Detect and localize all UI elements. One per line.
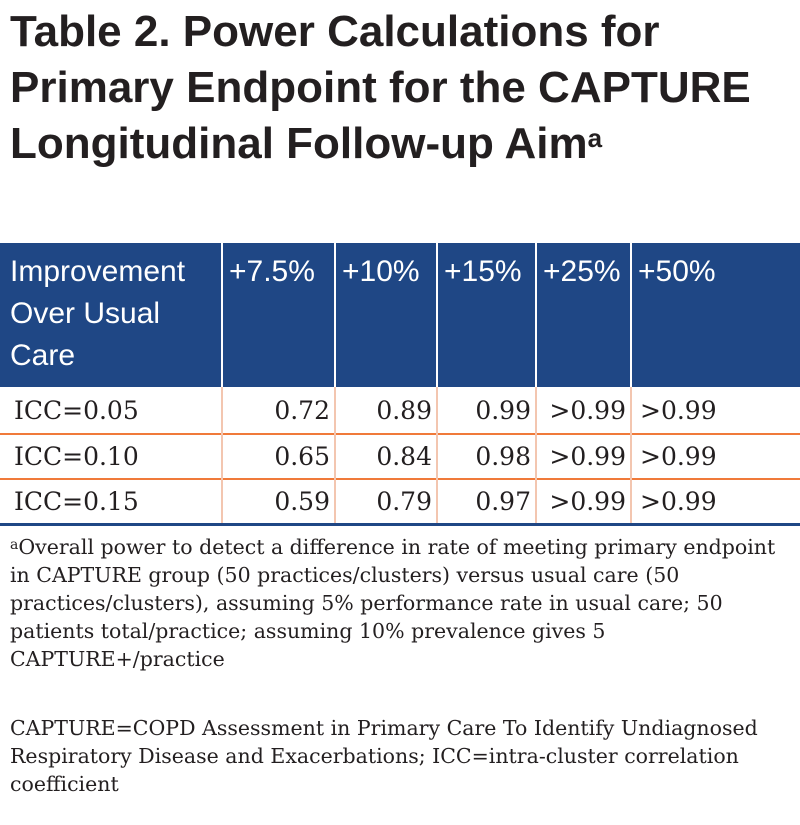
abbreviations-note: CAPTURE=COPD Assessment in Primary Care …: [10, 716, 758, 796]
table-title-text: Table 2. Power Calculations for Primary …: [10, 7, 751, 168]
table-header-row: Improvement Over Usual Care +7.5% +10% +…: [0, 243, 800, 387]
header-improvement: Improvement Over Usual Care: [0, 243, 222, 387]
table-cell: 0.89: [334, 387, 437, 434]
table-cell: >0.99: [630, 478, 800, 526]
footnote: aOverall power to detect a difference in…: [10, 533, 790, 673]
table-row: ICC=0.10 0.65 0.84 0.98 >0.99 >0.99: [0, 433, 800, 479]
table-cell: 0.59: [221, 478, 335, 526]
table-row: ICC=0.15 0.59 0.79 0.97 >0.99 >0.99: [0, 478, 800, 526]
row-label: ICC=0.05: [14, 395, 139, 425]
table-title: Table 2. Power Calculations for Primary …: [10, 4, 790, 172]
footnote-marker: a: [10, 537, 19, 553]
title-footnote-marker: a: [587, 123, 603, 153]
row-label: ICC=0.10: [0, 433, 222, 479]
footnote-text: Overall power to detect a difference in …: [10, 535, 776, 671]
header-50-percent: +50%: [630, 243, 800, 387]
table-cell: 0.99: [436, 387, 536, 434]
table-cell: 0.98: [436, 433, 536, 479]
row-label: ICC=0.15: [0, 478, 222, 526]
header-10-percent: +10%: [334, 243, 437, 387]
table-cell: 0.79: [334, 478, 437, 526]
header-7-5-percent: +7.5%: [221, 243, 335, 387]
table-cell: 0.97: [436, 478, 536, 526]
table-cell: >0.99: [535, 433, 631, 479]
header-25-percent: +25%: [535, 243, 631, 387]
table-cell: >0.99: [535, 478, 631, 526]
table-cell: 0.65: [221, 433, 335, 479]
header-15-percent: +15%: [436, 243, 536, 387]
table-cell: >0.99: [535, 387, 631, 434]
table-cell: 0.84: [334, 433, 437, 479]
power-calculations-table: Improvement Over Usual Care +7.5% +10% +…: [0, 243, 800, 526]
table-cell: 0.72: [221, 387, 335, 434]
table-cell: >0.99: [630, 433, 800, 479]
table-row: ICC=0.05 0.72 0.89 0.99 >0.99 >0.99: [0, 387, 800, 434]
table-cell: >0.99: [630, 387, 800, 434]
